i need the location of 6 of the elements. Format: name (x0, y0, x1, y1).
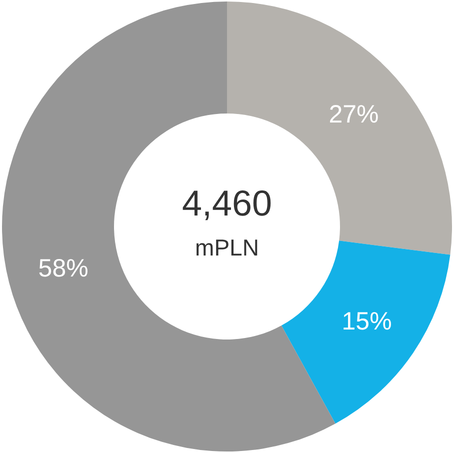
donut-slice (281, 240, 450, 424)
data-label: 27% (328, 100, 379, 129)
text: mPLN (195, 234, 259, 260)
text: 4,460 (182, 182, 272, 224)
data-label: 15% (342, 307, 392, 336)
data-label: 58% (38, 254, 88, 283)
